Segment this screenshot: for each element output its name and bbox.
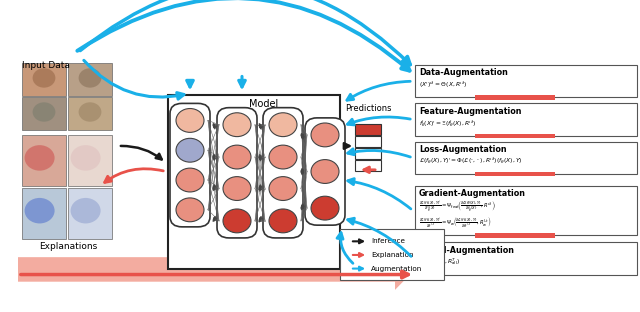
Circle shape <box>269 113 297 137</box>
Text: Loss-Augmentation: Loss-Augmentation <box>419 145 507 154</box>
Text: Explanation: Explanation <box>371 252 413 258</box>
FancyBboxPatch shape <box>475 95 555 100</box>
FancyBboxPatch shape <box>22 97 66 130</box>
FancyBboxPatch shape <box>68 63 112 96</box>
Text: $\frac{\partial\mathcal{L}(f_{\theta}(X),Y)'}{\partial\theta^{l,t}} = \Psi_w\!\l: $\frac{\partial\mathcal{L}(f_{\theta}(X)… <box>419 216 492 230</box>
Circle shape <box>79 102 101 122</box>
Circle shape <box>176 168 204 192</box>
Text: Input Data: Input Data <box>22 61 70 70</box>
Text: $f_{\theta}^l(X)' = \Xi(f_{\theta}^l(X), R^{\iota\lambda})$: $f_{\theta}^l(X)' = \Xi(f_{\theta}^l(X),… <box>419 118 477 129</box>
Circle shape <box>33 102 56 122</box>
Circle shape <box>223 113 251 137</box>
Text: Explanations: Explanations <box>39 242 97 251</box>
Circle shape <box>311 196 339 220</box>
Text: Data-Augmentation: Data-Augmentation <box>419 69 508 77</box>
FancyBboxPatch shape <box>68 188 112 239</box>
Circle shape <box>79 68 101 88</box>
FancyBboxPatch shape <box>355 160 381 171</box>
Circle shape <box>176 109 204 132</box>
Circle shape <box>269 177 297 201</box>
Circle shape <box>176 198 204 222</box>
Text: $\frac{\partial\mathcal{L}(f_{\theta}(X),Y)'}{\partial f_{\theta}^l(X)} = \Psi_{: $\frac{\partial\mathcal{L}(f_{\theta}(X)… <box>419 201 496 214</box>
FancyBboxPatch shape <box>415 242 637 275</box>
Circle shape <box>223 145 251 169</box>
Polygon shape <box>18 249 415 290</box>
FancyBboxPatch shape <box>68 135 112 186</box>
Text: $\mathcal{L}(f_{\theta}(X),Y)' = \Phi(\mathcal{L}(\cdot,\cdot),R^{\iota\lambda}): $\mathcal{L}(f_{\theta}(X),Y)' = \Phi(\m… <box>419 156 523 167</box>
Circle shape <box>176 138 204 162</box>
Circle shape <box>269 145 297 169</box>
Circle shape <box>223 209 251 233</box>
Circle shape <box>223 177 251 201</box>
FancyBboxPatch shape <box>217 108 257 238</box>
Circle shape <box>70 198 100 223</box>
Circle shape <box>24 145 54 171</box>
Text: Predictions: Predictions <box>345 104 391 113</box>
FancyBboxPatch shape <box>475 134 555 138</box>
FancyBboxPatch shape <box>68 97 112 130</box>
FancyBboxPatch shape <box>355 124 381 135</box>
Text: Inference: Inference <box>371 238 405 244</box>
Circle shape <box>24 198 54 223</box>
Circle shape <box>70 145 100 171</box>
FancyBboxPatch shape <box>22 188 66 239</box>
FancyBboxPatch shape <box>415 186 637 235</box>
FancyBboxPatch shape <box>475 172 555 176</box>
Text: Model-Augmentation: Model-Augmentation <box>419 246 514 255</box>
FancyBboxPatch shape <box>340 229 444 280</box>
Text: Augmentation: Augmentation <box>371 266 422 271</box>
FancyBboxPatch shape <box>355 136 381 147</box>
FancyBboxPatch shape <box>475 233 555 237</box>
Text: Feature-Augmentation: Feature-Augmentation <box>419 107 522 116</box>
Text: $(X')^{\iota\lambda} = \Theta(X, R^{\iota\lambda})$: $(X')^{\iota\lambda} = \Theta(X, R^{\iot… <box>419 80 468 90</box>
FancyBboxPatch shape <box>22 63 66 96</box>
FancyBboxPatch shape <box>22 135 66 186</box>
Text: $f_{\theta'} = \Omega(f_{\theta}, R_{\mathrm{all}}^T)$: $f_{\theta'} = \Omega(f_{\theta}, R_{\ma… <box>419 257 460 267</box>
Text: Gradient-Augmentation: Gradient-Augmentation <box>419 189 526 198</box>
FancyBboxPatch shape <box>305 118 345 225</box>
FancyBboxPatch shape <box>415 142 637 174</box>
FancyBboxPatch shape <box>355 148 381 159</box>
FancyBboxPatch shape <box>415 65 637 97</box>
Circle shape <box>33 68 56 88</box>
FancyBboxPatch shape <box>170 103 210 227</box>
Circle shape <box>311 123 339 147</box>
Circle shape <box>269 209 297 233</box>
Text: Model: Model <box>250 99 278 109</box>
FancyBboxPatch shape <box>263 108 303 238</box>
FancyBboxPatch shape <box>415 103 637 136</box>
Circle shape <box>311 160 339 183</box>
FancyBboxPatch shape <box>168 95 340 270</box>
